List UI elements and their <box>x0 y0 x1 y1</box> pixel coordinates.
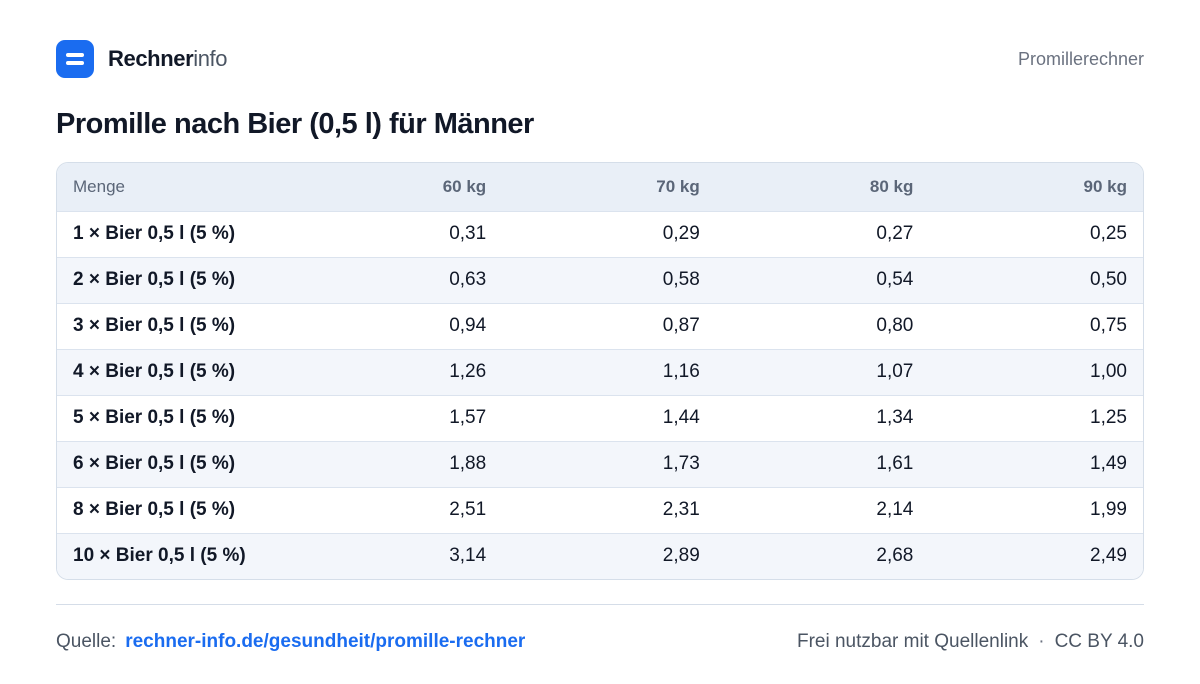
table-cell: 1,34 <box>876 407 914 428</box>
license-name: CC BY 4.0 <box>1054 631 1144 652</box>
table-cell: 1,25 <box>1090 407 1127 428</box>
source-attribution: Quelle: rechner-info.de/gesundheit/promi… <box>56 628 525 656</box>
table-cell: 2,31 <box>662 499 700 520</box>
brand-name: Rechnerinfo <box>108 46 228 71</box>
table-cell: 0,54 <box>876 269 914 290</box>
table-cell: 0,80 <box>876 315 914 336</box>
table-cell: 0,31 <box>449 223 487 244</box>
separator-dot: · <box>1038 631 1045 652</box>
table-row: 3 × Bier 0,5 l (5 %) 0,94 0,87 0,80 0,75 <box>57 303 1143 349</box>
table-cell: 0,63 <box>449 269 487 290</box>
table-cell: 0,27 <box>876 223 914 244</box>
table-cell: 0,94 <box>449 315 487 336</box>
row-label: 3 × Bier 0,5 l (5 %) <box>73 315 236 336</box>
table-cell: 0,50 <box>1090 269 1127 290</box>
brand-name-strong: Rechner <box>108 46 194 71</box>
table-row: 4 × Bier 0,5 l (5 %) 1,26 1,16 1,07 1,00 <box>57 349 1143 395</box>
table-cell: 0,87 <box>662 315 700 336</box>
row-label: 4 × Bier 0,5 l (5 %) <box>73 361 236 382</box>
table-cell: 2,89 <box>662 545 700 567</box>
table-cell: 1,07 <box>876 361 914 382</box>
table-cell: 2,49 <box>1090 545 1127 567</box>
table-cell: 1,57 <box>449 407 487 428</box>
table-row: 2 × Bier 0,5 l (5 %) 0,63 0,58 0,54 0,50 <box>57 257 1143 303</box>
row-label: 6 × Bier 0,5 l (5 %) <box>73 453 236 474</box>
table-cell: 1,61 <box>876 453 914 474</box>
table-row: 10 × Bier 0,5 l (5 %) 3,14 2,89 2,68 2,4… <box>57 533 1143 579</box>
source-link[interactable]: rechner-info.de/gesundheit/promille-rech… <box>125 631 526 652</box>
table-cell: 2,68 <box>876 545 914 567</box>
table-cell: 1,16 <box>662 361 700 382</box>
rechnerinfo-logo-icon <box>56 40 94 78</box>
brand-name-light: info <box>193 46 228 71</box>
row-label: 2 × Bier 0,5 l (5 %) <box>73 269 236 290</box>
brand[interactable]: Rechnerinfo <box>56 40 228 78</box>
table-row: 6 × Bier 0,5 l (5 %) 1,88 1,73 1,61 1,49 <box>57 441 1143 487</box>
table-header-row: Menge 60 kg 70 kg 80 kg 90 kg <box>57 163 1143 211</box>
page-footer: Quelle: rechner-info.de/gesundheit/promi… <box>56 628 1144 656</box>
column-header-60kg: 60 kg <box>442 176 487 196</box>
table-cell: 1,73 <box>662 453 700 474</box>
license-info: Frei nutzbar mit Quellenlink · CC BY 4.0 <box>797 628 1144 656</box>
column-header-90kg: 90 kg <box>1083 176 1127 196</box>
table-cell: 0,58 <box>662 269 700 290</box>
table-cell: 0,75 <box>1090 315 1127 336</box>
table-cell: 1,88 <box>449 453 487 474</box>
row-label: 1 × Bier 0,5 l (5 %) <box>73 223 236 244</box>
table-row: 8 × Bier 0,5 l (5 %) 2,51 2,31 2,14 1,99 <box>57 487 1143 533</box>
footer-divider <box>56 604 1144 605</box>
column-header-menge: Menge <box>73 176 125 196</box>
table-cell: 0,25 <box>1090 223 1127 244</box>
table-cell: 1,00 <box>1090 361 1127 382</box>
table-cell: 1,44 <box>662 407 700 428</box>
table-row: 5 × Bier 0,5 l (5 %) 1,57 1,44 1,34 1,25 <box>57 395 1143 441</box>
license-text: Frei nutzbar mit Quellenlink <box>796 631 1029 652</box>
page-header: Rechnerinfo Promillerechner <box>56 40 1144 78</box>
table-row: 1 × Bier 0,5 l (5 %) 0,31 0,29 0,27 0,25 <box>57 211 1143 257</box>
column-header-80kg: 80 kg <box>869 176 914 196</box>
calculator-label: Promillerechner <box>1017 48 1144 69</box>
page-title: Promille nach Bier (0,5 l) für Männer <box>56 108 534 140</box>
row-label: 8 × Bier 0,5 l (5 %) <box>73 499 236 520</box>
row-label: 10 × Bier 0,5 l (5 %) <box>73 545 246 567</box>
table-cell: 0,29 <box>662 223 700 244</box>
promille-table-container: Menge 60 kg 70 kg 80 kg 90 kg 1 × Bier 0… <box>56 162 1144 580</box>
table-cell: 1,99 <box>1090 499 1127 520</box>
promille-table: Menge 60 kg 70 kg 80 kg 90 kg 1 × Bier 0… <box>57 163 1143 579</box>
table-cell: 2,51 <box>449 499 487 520</box>
source-label: Quelle: <box>56 631 117 652</box>
table-cell: 1,26 <box>449 361 487 382</box>
table-cell: 1,49 <box>1090 453 1127 474</box>
table-cell: 3,14 <box>449 545 487 567</box>
table-cell: 2,14 <box>876 499 914 520</box>
column-header-70kg: 70 kg <box>656 176 700 196</box>
row-label: 5 × Bier 0,5 l (5 %) <box>73 407 236 428</box>
